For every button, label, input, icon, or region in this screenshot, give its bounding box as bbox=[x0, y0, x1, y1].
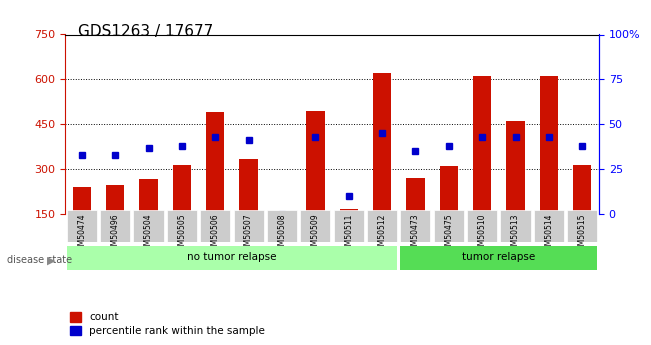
Bar bbox=[340, 209, 358, 214]
Bar bbox=[106, 185, 124, 214]
Text: GSM50505: GSM50505 bbox=[177, 214, 186, 255]
Legend: count, percentile rank within the sample: count, percentile rank within the sample bbox=[70, 312, 265, 336]
Text: GSM50507: GSM50507 bbox=[244, 214, 253, 255]
Text: GDS1263 / 17677: GDS1263 / 17677 bbox=[78, 24, 214, 39]
Text: tumor relapse: tumor relapse bbox=[462, 253, 536, 262]
Text: disease state: disease state bbox=[7, 256, 72, 265]
Text: GSM50474: GSM50474 bbox=[77, 214, 87, 255]
Bar bbox=[540, 76, 558, 214]
FancyBboxPatch shape bbox=[501, 210, 531, 241]
FancyBboxPatch shape bbox=[467, 210, 497, 241]
Text: ▶: ▶ bbox=[47, 256, 55, 265]
FancyBboxPatch shape bbox=[100, 210, 130, 241]
Bar bbox=[406, 178, 424, 214]
Text: GSM50475: GSM50475 bbox=[444, 214, 453, 255]
Bar bbox=[506, 121, 525, 214]
Bar bbox=[473, 76, 492, 214]
FancyBboxPatch shape bbox=[400, 246, 597, 270]
Bar bbox=[73, 187, 91, 214]
Text: GSM50514: GSM50514 bbox=[544, 214, 553, 255]
Text: GSM50506: GSM50506 bbox=[211, 214, 220, 255]
FancyBboxPatch shape bbox=[133, 210, 163, 241]
FancyBboxPatch shape bbox=[267, 210, 297, 241]
FancyBboxPatch shape bbox=[334, 210, 364, 241]
Bar bbox=[206, 112, 225, 214]
FancyBboxPatch shape bbox=[234, 210, 264, 241]
Bar bbox=[573, 165, 591, 214]
Text: GSM50509: GSM50509 bbox=[311, 214, 320, 255]
FancyBboxPatch shape bbox=[67, 246, 397, 270]
Text: GSM50510: GSM50510 bbox=[478, 214, 487, 255]
FancyBboxPatch shape bbox=[201, 210, 230, 241]
Text: GSM50512: GSM50512 bbox=[378, 214, 387, 255]
Text: GSM50473: GSM50473 bbox=[411, 214, 420, 255]
FancyBboxPatch shape bbox=[567, 210, 597, 241]
Text: no tumor relapse: no tumor relapse bbox=[187, 253, 277, 262]
Bar bbox=[439, 166, 458, 214]
FancyBboxPatch shape bbox=[534, 210, 564, 241]
Bar bbox=[373, 73, 391, 214]
Bar bbox=[173, 165, 191, 214]
Text: GSM50515: GSM50515 bbox=[577, 214, 587, 255]
Bar bbox=[240, 159, 258, 214]
FancyBboxPatch shape bbox=[167, 210, 197, 241]
Text: GSM50504: GSM50504 bbox=[144, 214, 153, 255]
Text: GSM50496: GSM50496 bbox=[111, 214, 120, 255]
Bar bbox=[306, 111, 324, 214]
Bar bbox=[273, 213, 291, 214]
FancyBboxPatch shape bbox=[434, 210, 464, 241]
FancyBboxPatch shape bbox=[400, 210, 430, 241]
Text: GSM50513: GSM50513 bbox=[511, 214, 520, 255]
FancyBboxPatch shape bbox=[67, 210, 97, 241]
FancyBboxPatch shape bbox=[367, 210, 397, 241]
Bar bbox=[139, 179, 158, 214]
Text: GSM50508: GSM50508 bbox=[277, 214, 286, 255]
Text: GSM50511: GSM50511 bbox=[344, 214, 353, 255]
FancyBboxPatch shape bbox=[300, 210, 330, 241]
